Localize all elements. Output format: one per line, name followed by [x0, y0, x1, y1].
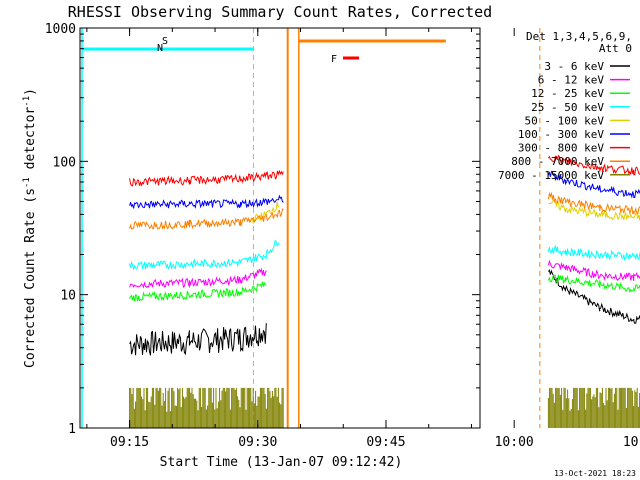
series-trace-segment — [547, 191, 640, 216]
legend-header-2: Att 0 — [599, 42, 632, 55]
legend-entry-label: 12 - 25 keV — [531, 87, 604, 100]
series-trace-segment — [548, 269, 640, 325]
legend-entry-label: 7000 - 15000 keV — [498, 169, 604, 182]
legend-header-1: Det 1,3,4,5,6,9, — [526, 30, 632, 43]
x-tick-label: 10:00 — [495, 435, 534, 450]
saa-flag-label: S — [162, 36, 168, 47]
legend-entry-label: 50 - 100 keV — [525, 114, 605, 127]
y-axis-label-sup-1: -1 — [22, 177, 32, 188]
y-tick-label: 100 — [53, 155, 76, 170]
y-axis-label: Corrected Count Rate (s-1 detector-1) — [22, 88, 38, 368]
series-trace-segment — [129, 267, 267, 289]
legend-entry-label: 800 - 7000 keV — [511, 155, 604, 168]
series-7000-15000-kev — [129, 387, 640, 428]
series-6-12-kev — [129, 259, 640, 289]
y-axis-label-mid: detector — [23, 107, 38, 178]
series-trace-segment — [548, 199, 640, 221]
series-trace-segment — [129, 208, 284, 230]
series-trace-segment — [129, 169, 284, 187]
series-trace-segment — [129, 387, 284, 428]
y-axis: 1 10 100 1000 — [45, 22, 480, 437]
x-axis-label: Start Time (13-Jan-07 09:12:42) — [160, 455, 403, 470]
series-25-50-kev — [129, 239, 640, 271]
series-12-25-kev — [129, 274, 640, 302]
y-tick-label: 10 — [60, 289, 76, 304]
series-trace-segment — [547, 259, 640, 282]
chart-title: RHESSI Observing Summary Count Rates, Co… — [68, 3, 492, 21]
legend-entry-label: 3 - 6 keV — [544, 60, 604, 73]
legend-entry-label: 6 - 12 keV — [538, 74, 605, 87]
y-tick-label: 1000 — [45, 22, 76, 37]
series-trace-segment — [547, 170, 640, 199]
series-trace-segment — [547, 387, 640, 428]
y-axis-label-end: ) — [23, 88, 38, 96]
y-axis-label-main: Corrected Count Rate (s — [23, 188, 38, 368]
x-tick-label: 09:15 — [110, 435, 149, 450]
series-trace-segment — [129, 194, 284, 209]
series-800-7000-kev — [129, 191, 640, 230]
series-trace-segment — [547, 154, 640, 176]
series-3-6-kev — [129, 269, 640, 356]
x-tick-label: 09:30 — [238, 435, 277, 450]
plot-frame — [79, 27, 481, 429]
series-100-300-kev — [129, 170, 640, 209]
y-tick-label: 1 — [68, 422, 76, 437]
legend-entry-label: 300 - 800 keV — [518, 142, 604, 155]
series-trace-segment — [129, 281, 267, 302]
x-tick-label: 09:45 — [366, 435, 405, 450]
flare-flag-label: F — [331, 54, 337, 65]
night-flag-label: N — [157, 43, 163, 54]
legend-entry-label: 100 - 300 keV — [518, 128, 604, 141]
series-trace-segment — [547, 274, 640, 293]
y-axis-label-sup-2: -1 — [22, 96, 32, 107]
x-tick-label: 10:15 — [623, 435, 640, 450]
series-trace-segment — [129, 239, 280, 271]
series-trace-segment — [129, 323, 267, 356]
plot-area: SN F — [81, 28, 640, 428]
series-trace-segment — [547, 244, 640, 262]
legend-entry-label: 25 - 50 keV — [531, 101, 604, 114]
series-300-800-kev — [129, 154, 640, 187]
footer-timestamp: 13-Oct-2021 18:23 — [554, 469, 636, 478]
